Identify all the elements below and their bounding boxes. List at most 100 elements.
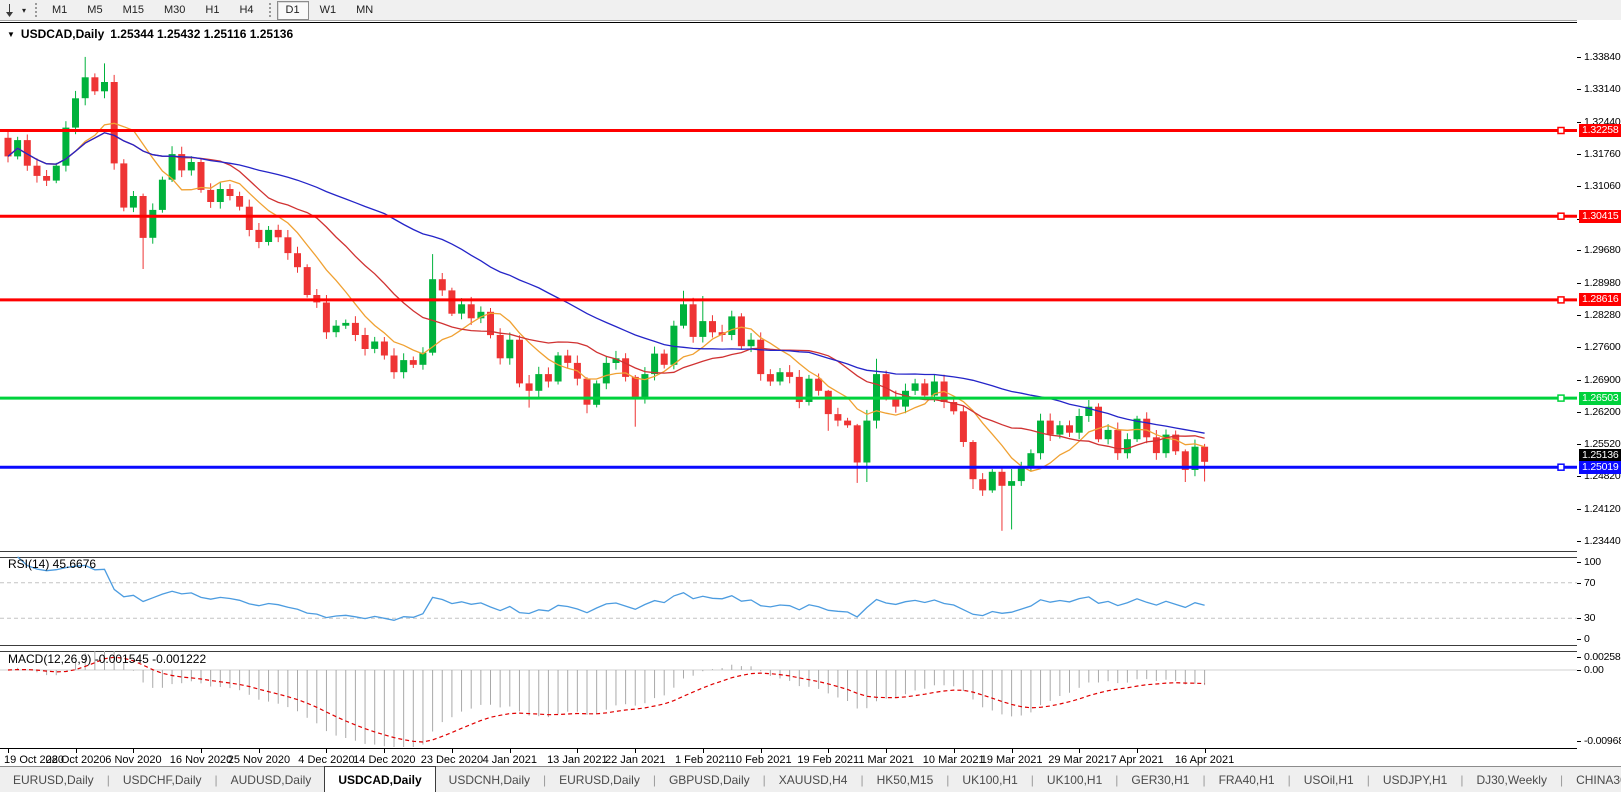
level-price-marker-1.32258: 1.32258 xyxy=(1579,124,1621,137)
level-line-handle[interactable] xyxy=(1557,126,1565,135)
candle-body xyxy=(429,279,437,353)
date-label: 14 Dec 2020 xyxy=(353,754,416,766)
candle-body xyxy=(1162,434,1170,454)
date-label: 4 Dec 2020 xyxy=(298,754,355,766)
tick-mark xyxy=(1577,443,1581,445)
level-line-handle[interactable] xyxy=(1557,463,1565,471)
level-line-handle[interactable] xyxy=(1557,296,1565,304)
candle-body xyxy=(1143,418,1151,438)
chart-title: ▼ USDCAD,Daily 1.25344 1.25432 1.25116 1… xyxy=(7,27,293,41)
chart-tab-fra40-h1[interactable]: FRA40,H1 xyxy=(1218,773,1275,787)
tab-separator: | xyxy=(1030,773,1034,787)
chart-tab-usdchf-daily[interactable]: USDCHF,Daily xyxy=(122,773,202,787)
tab-separator: | xyxy=(860,773,864,787)
chart-tab-audusd-daily[interactable]: AUDUSD,Daily xyxy=(230,773,312,787)
candle-body xyxy=(1114,429,1122,454)
chart-tab-uk100-h1[interactable]: UK100,H1 xyxy=(962,773,1018,787)
candle-body xyxy=(284,237,292,254)
candle-body xyxy=(361,335,369,349)
candle-body xyxy=(544,374,552,382)
candle-body xyxy=(149,209,157,238)
cursor-tool-icon[interactable] xyxy=(0,2,18,18)
candle-body xyxy=(525,383,533,391)
timeframe-button-mn[interactable]: MN xyxy=(356,3,374,16)
timeframe-button-m1[interactable]: M1 xyxy=(52,3,68,16)
candle-body xyxy=(709,321,716,333)
tab-separator: | xyxy=(1115,773,1119,787)
level-line-handle[interactable] xyxy=(1557,394,1565,402)
candle-body xyxy=(467,304,475,319)
main-chart-surface[interactable] xyxy=(0,22,1577,551)
candle-body xyxy=(950,402,958,412)
chart-tab-dj30-weekly[interactable]: DJ30,Weekly xyxy=(1476,773,1547,787)
chart-tab-gbpusd-daily[interactable]: GBPUSD,Daily xyxy=(668,773,750,787)
chart-tab-usoil-h1[interactable]: USOil,H1 xyxy=(1303,773,1354,787)
candle-body xyxy=(129,196,137,208)
candle-body xyxy=(622,358,630,377)
candle-body xyxy=(506,339,514,359)
chart-tab-xauusd-h4[interactable]: XAUUSD,H4 xyxy=(778,773,848,787)
chart-tab-usdjpy-h1[interactable]: USDJPY,H1 xyxy=(1382,773,1448,787)
candle-body xyxy=(265,229,273,242)
candle-body xyxy=(1017,467,1025,482)
tab-separator: | xyxy=(1202,773,1206,787)
chart-tab-hk50-m15[interactable]: HK50,M15 xyxy=(876,773,934,787)
tab-separator: | xyxy=(1287,773,1291,787)
chart-tab-usdcnh-daily[interactable]: USDCNH,Daily xyxy=(448,773,531,787)
chart-tab-ger30-h1[interactable]: GER30,H1 xyxy=(1131,773,1190,787)
tick-mark xyxy=(1577,582,1581,584)
candle-body xyxy=(805,378,813,402)
candle-body xyxy=(776,372,784,382)
chart-tab-uk100-h1[interactable]: UK100,H1 xyxy=(1046,773,1103,787)
date-label: 19 Mar 2021 xyxy=(980,754,1043,766)
candle-body xyxy=(786,372,794,377)
candle-body xyxy=(458,304,466,314)
candle-body xyxy=(294,253,301,268)
candle-body xyxy=(1172,434,1180,452)
date-label: 28 Oct 2020 xyxy=(45,754,106,766)
tab-separator: | xyxy=(106,773,110,787)
dropdown-caret-icon[interactable]: ▾ xyxy=(21,5,26,15)
candle-body xyxy=(863,420,871,463)
candle-body xyxy=(815,378,823,391)
chart-tab-eurusd-daily[interactable]: EURUSD,Daily xyxy=(13,773,94,787)
level-line-handle[interactable] xyxy=(1557,212,1565,220)
date-tick-mark xyxy=(326,749,328,753)
price-tick-1.29680: 1.29680 xyxy=(1584,244,1621,257)
candle-body xyxy=(245,206,253,230)
candle-body xyxy=(969,442,977,480)
rsi-pane-surface[interactable] xyxy=(0,556,1577,645)
pane-splitter-rsi[interactable] xyxy=(0,551,1577,558)
timeframe-button-m5[interactable]: M5 xyxy=(87,3,103,16)
timeframe-button-d1[interactable]: D1 xyxy=(276,0,309,20)
candle-body xyxy=(72,98,79,128)
candle-body xyxy=(1095,406,1102,440)
timeframe-button-m30[interactable]: M30 xyxy=(163,3,186,16)
tick-mark xyxy=(1577,412,1581,414)
macd-pane-surface[interactable] xyxy=(0,650,1577,748)
candle-body xyxy=(400,360,408,373)
timeframe-button-w1[interactable]: W1 xyxy=(319,3,337,16)
tick-mark xyxy=(1577,347,1581,349)
chart-tab-eurusd-daily[interactable]: EURUSD,Daily xyxy=(559,773,640,787)
price-tick-1.26900: 1.26900 xyxy=(1584,373,1621,386)
rsi-line xyxy=(17,556,1205,621)
date-tick-mark xyxy=(953,749,955,753)
candle-body xyxy=(1123,439,1131,454)
timeframe-button-m15[interactable]: M15 xyxy=(122,3,144,16)
chart-tab-china300-h1[interactable]: CHINA300,H1 xyxy=(1576,773,1621,787)
chart-tab-usdcad-daily[interactable]: USDCAD,Daily xyxy=(324,766,436,792)
collapse-caret-icon[interactable]: ▼ xyxy=(7,29,15,39)
candle-body xyxy=(390,355,398,373)
candle-body xyxy=(757,339,765,375)
level-price-marker-1.28616: 1.28616 xyxy=(1579,293,1621,306)
candle-body xyxy=(516,339,523,384)
timeframe-button-h4[interactable]: H4 xyxy=(239,3,254,16)
pane-splitter-macd[interactable] xyxy=(0,645,1577,652)
timeframe-button-h1[interactable]: H1 xyxy=(205,3,220,16)
date-axis[interactable]: 19 Oct 2020 28 Oct 2020 6 Nov 2020 16 Nov 2… xyxy=(0,749,1577,766)
date-label: 22 Jan 2021 xyxy=(604,754,666,766)
tab-separator: | xyxy=(762,773,766,787)
date-label: 16 Nov 2020 xyxy=(169,754,233,766)
tab-separator: | xyxy=(1559,773,1564,787)
